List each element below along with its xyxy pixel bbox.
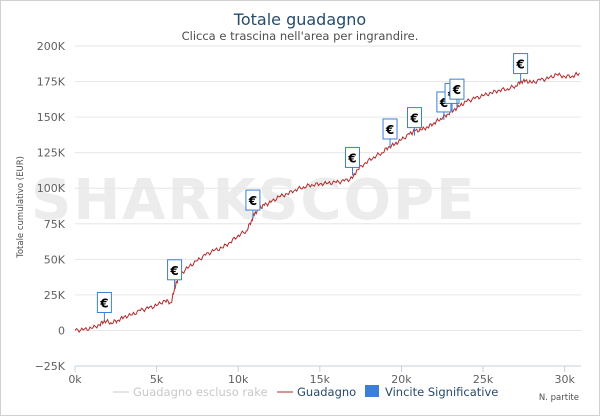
flag-box <box>449 78 465 100</box>
y-axis-ticks: −25K 0 25K 50K 75K 100K 125K 150K 175K 200K <box>35 40 66 373</box>
x-tick-label: 30k <box>554 373 575 386</box>
legend-label: Guadagno escluso rake <box>133 385 268 399</box>
y-tick-label: 50K <box>44 253 66 266</box>
flag-label: € <box>515 58 524 72</box>
legend-item-vincite-significative[interactable]: Vincite Significative <box>365 385 498 399</box>
flag-label: € <box>452 83 461 97</box>
x-axis-ticks: 0k 5k 10k 15k 20k 25k 30k <box>68 365 581 386</box>
significant-win-flag[interactable]: € <box>407 107 423 136</box>
flag-box <box>344 146 360 168</box>
chart-subtitle: Clicca e trascina nell'area per ingrandi… <box>182 29 419 43</box>
x-axis-title: N. partite <box>539 393 579 403</box>
y-tick-label: 75K <box>44 218 66 231</box>
flag-box <box>96 291 112 313</box>
significant-win-flag[interactable]: € <box>382 118 398 147</box>
chart-title: Totale guadagno <box>233 10 366 29</box>
significant-win-flag[interactable]: € <box>513 53 529 82</box>
x-tick-label: 15k <box>310 373 331 386</box>
flags-layer: €€€€€€€€€€ <box>96 53 529 321</box>
legend-item-guadagno[interactable]: Guadagno <box>277 385 356 399</box>
flag-box <box>382 118 398 140</box>
flag-label: € <box>385 123 394 137</box>
y-tick-label: 125K <box>37 147 66 160</box>
y-tick-label: −25K <box>35 360 66 373</box>
legend-label: Vincite Significative <box>385 385 498 399</box>
y-tick-label: 25K <box>44 289 66 302</box>
legend: Guadagno escluso rake Guadagno Vincite Sig… <box>113 385 498 399</box>
grid-lines <box>75 45 581 367</box>
y-tick-label: 175K <box>37 76 66 89</box>
y-tick-label: 150K <box>37 111 66 124</box>
x-tick-label: 0k <box>68 373 82 386</box>
y-tick-label: 0 <box>58 324 65 337</box>
y-axis-title: Totale cumulativo (EUR) <box>16 156 26 259</box>
x-tick-label: 5k <box>150 373 164 386</box>
flag-label: € <box>409 112 418 126</box>
flag-box <box>167 259 183 281</box>
y-tick-label: 100K <box>37 182 66 195</box>
significant-win-flag[interactable]: € <box>245 189 261 219</box>
legend-symbol <box>365 385 379 397</box>
flag-label: € <box>99 296 108 310</box>
x-tick-label: 20k <box>391 373 412 386</box>
significant-win-flag[interactable]: € <box>344 146 360 176</box>
significant-win-flag[interactable]: € <box>167 259 183 288</box>
flag-box <box>513 53 529 75</box>
flag-box <box>245 189 261 211</box>
flag-label: € <box>248 194 257 208</box>
x-tick-label: 25k <box>473 373 494 386</box>
series-line-guadagno[interactable] <box>74 71 580 333</box>
legend-item-guadagno-escluso-rake[interactable]: Guadagno escluso rake <box>113 385 268 399</box>
x-tick-label: 10k <box>228 373 249 386</box>
flag-label: € <box>169 264 178 278</box>
significant-win-flag[interactable]: € <box>449 78 465 108</box>
series-layer <box>74 71 580 333</box>
significant-win-flag[interactable]: € <box>96 291 112 321</box>
y-tick-label: 200K <box>37 40 66 53</box>
flag-label: € <box>439 96 448 110</box>
flag-box <box>407 107 423 129</box>
legend-label: Guadagno <box>297 385 356 399</box>
flag-label: € <box>347 151 356 165</box>
